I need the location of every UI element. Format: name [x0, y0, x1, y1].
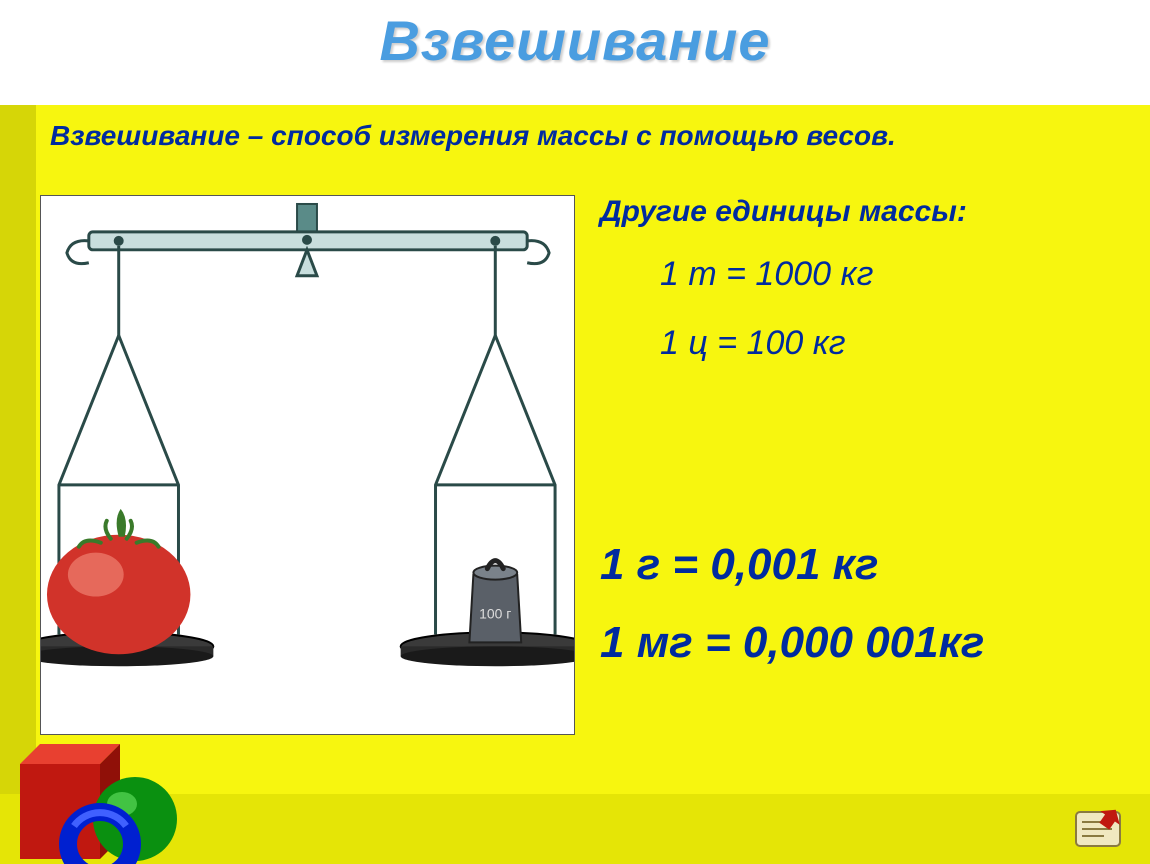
right-pan-assembly: 100 г [401, 236, 574, 666]
units-heading: Другие единицы массы: [600, 195, 1120, 229]
formula-gram: 1 г = 0,001 кг [600, 540, 984, 590]
units-column: Другие единицы массы: 1 т = 1000 кг 1 ц … [600, 195, 1120, 393]
left-pan-assembly [41, 236, 213, 666]
balance-scale-figure: 100 г [40, 195, 575, 735]
nav-scroll-icon[interactable] [1068, 804, 1128, 854]
weight-label: 100 г [479, 605, 511, 621]
balance-scale-svg: 100 г [41, 196, 574, 734]
unit-centner: 1 ц = 100 кг [660, 324, 1120, 363]
formulas-block: 1 г = 0,001 кг 1 мг = 0,000 001кг [600, 540, 984, 696]
page-title: Взвешивание [0, 8, 1150, 73]
balance-beam [67, 232, 549, 276]
unit-tonne: 1 т = 1000 кг [660, 255, 1120, 294]
left-band [0, 105, 36, 794]
definition-text: Взвешивание – способ измерения массы с п… [50, 120, 1110, 152]
tomato [47, 509, 190, 654]
corner-shapes [0, 704, 230, 864]
weight-100g: 100 г [469, 561, 521, 643]
definition-term: Взвешивание – [50, 120, 271, 151]
formula-milligram: 1 мг = 0,000 001кг [600, 618, 984, 668]
definition-rest: способ измерения массы с помощью весов. [271, 120, 896, 151]
